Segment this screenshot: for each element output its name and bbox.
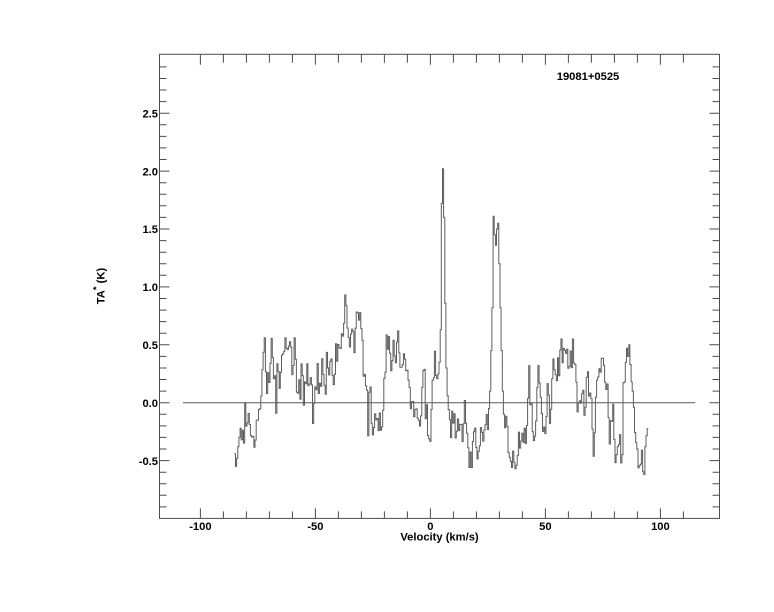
svg-text:TA* (K): TA* (K)	[91, 268, 108, 305]
svg-text:19081+0525: 19081+0525	[557, 71, 620, 83]
svg-text:1.5: 1.5	[142, 224, 158, 236]
svg-text:2.5: 2.5	[142, 108, 158, 120]
svg-text:0.5: 0.5	[142, 340, 158, 352]
svg-text:100: 100	[651, 521, 670, 533]
svg-text:-0.5: -0.5	[139, 456, 158, 468]
svg-text:-50: -50	[307, 521, 323, 533]
svg-text:Velocity (km/s): Velocity (km/s)	[400, 531, 479, 543]
svg-text:-100: -100	[189, 521, 211, 533]
svg-text:0: 0	[427, 521, 433, 533]
svg-text:1.0: 1.0	[142, 282, 158, 294]
svg-text:50: 50	[539, 521, 551, 533]
svg-text:0.0: 0.0	[142, 398, 158, 410]
svg-text:2.0: 2.0	[142, 166, 158, 178]
